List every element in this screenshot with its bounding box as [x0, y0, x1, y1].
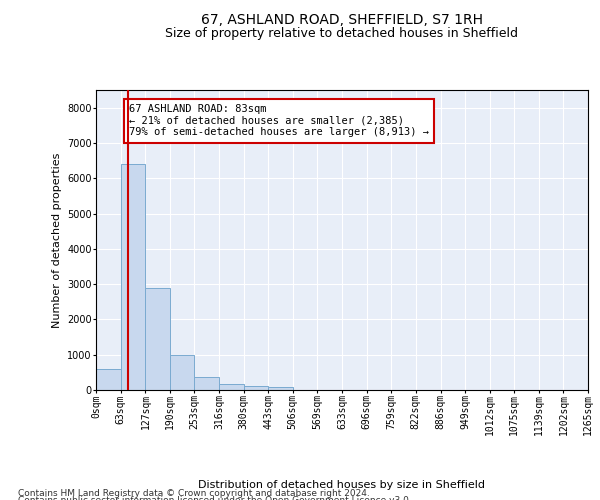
Text: Contains HM Land Registry data © Crown copyright and database right 2024.: Contains HM Land Registry data © Crown c…: [18, 488, 370, 498]
Bar: [219, 384, 244, 390]
Bar: [96, 369, 121, 390]
Text: 67 ASHLAND ROAD: 83sqm
← 21% of detached houses are smaller (2,385)
79% of semi-: 67 ASHLAND ROAD: 83sqm ← 21% of detached…: [129, 104, 429, 138]
Bar: [268, 388, 293, 390]
Y-axis label: Number of detached properties: Number of detached properties: [52, 152, 62, 328]
Text: 67, ASHLAND ROAD, SHEFFIELD, S7 1RH: 67, ASHLAND ROAD, SHEFFIELD, S7 1RH: [201, 12, 483, 26]
Bar: [121, 164, 145, 390]
Text: Distribution of detached houses by size in Sheffield: Distribution of detached houses by size …: [199, 480, 485, 490]
Text: Contains public sector information licensed under the Open Government Licence v3: Contains public sector information licen…: [18, 496, 412, 500]
Bar: [244, 386, 268, 390]
Bar: [194, 376, 219, 390]
Bar: [170, 354, 194, 390]
Text: Size of property relative to detached houses in Sheffield: Size of property relative to detached ho…: [166, 28, 518, 40]
Bar: [145, 288, 170, 390]
